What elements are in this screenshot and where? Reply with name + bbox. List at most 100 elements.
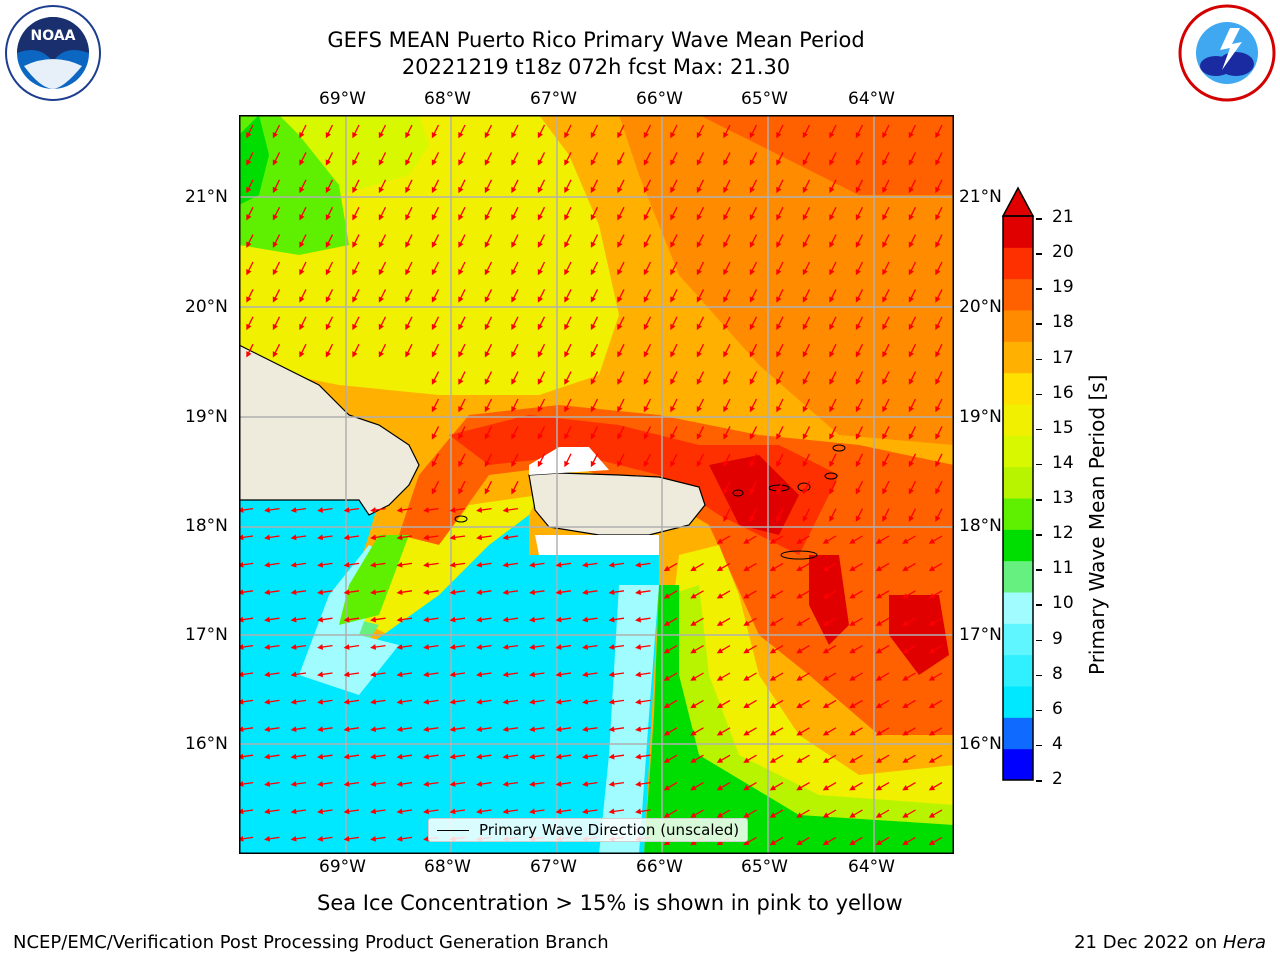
wave-arrow-head <box>405 241 411 248</box>
wave-arrow-head <box>776 515 782 522</box>
wave-arrow-head <box>902 812 909 818</box>
wave-arrow-head <box>484 268 490 276</box>
wave-arrow-head <box>769 730 777 736</box>
wave-arrow-head <box>802 241 808 248</box>
wave-arrow-head <box>431 433 437 440</box>
wave-arrow-head <box>458 214 464 221</box>
colorbar-swatch <box>1003 341 1033 374</box>
wave-arrow-head <box>564 214 570 221</box>
wave-arrow-head <box>431 323 437 331</box>
colorbar-swatch <box>1003 623 1033 656</box>
wave-arrow-head <box>405 296 411 303</box>
wave-arrow-head <box>299 296 305 303</box>
footer-right: 21 Dec 2022 on Hera <box>1074 932 1266 953</box>
wave-arrow-head <box>317 616 324 623</box>
wave-arrow-head <box>769 784 777 791</box>
wave-arrow-head <box>555 781 562 787</box>
colorbar-tick-label: 9 <box>1052 628 1063 649</box>
wave-arrow-head <box>396 808 403 815</box>
wave-arrow-head <box>696 268 702 276</box>
wave-arrow-head <box>511 405 517 413</box>
wave-arrow-head <box>378 186 384 194</box>
wave-arrow-head <box>855 131 861 139</box>
wave-arrow-head <box>928 647 936 654</box>
wave-arrow-head <box>617 159 623 166</box>
wave-arrow-head <box>882 405 888 413</box>
wave-arrow-head <box>246 296 252 303</box>
wave-arrow-head <box>529 753 536 760</box>
wave-arrow-head <box>875 538 883 544</box>
lat-label-left: 19°N <box>185 407 228 427</box>
wave-arrow-head <box>829 323 835 331</box>
wave-arrow-head <box>449 753 456 760</box>
wave-arrow-head <box>829 268 835 276</box>
wave-arrow-head <box>882 351 888 358</box>
wave-arrow-head <box>663 647 671 654</box>
wave-arrow-head <box>822 730 830 736</box>
wave-arrow-head <box>908 351 914 358</box>
wave-arrow-head <box>246 323 252 331</box>
wave-arrow-head <box>484 433 490 440</box>
wave-arrow-head <box>908 488 914 495</box>
wave-arrow-head <box>829 460 835 468</box>
wave-arrow-head <box>822 757 830 763</box>
wave-arrow-head <box>935 378 941 385</box>
wave-arrow-head <box>317 781 324 787</box>
wave-arrow-head <box>769 757 777 763</box>
wave-arrow-head <box>237 808 244 815</box>
wave-arrow-head <box>555 561 562 568</box>
wave-arrow-head <box>484 241 490 248</box>
wave-arrow-head <box>849 757 856 763</box>
colorbar-tick-mark <box>1036 674 1042 677</box>
wave-arrow-head <box>723 214 729 221</box>
wave-arrow-head <box>635 698 642 705</box>
wave-arrow-head <box>299 159 305 166</box>
wave-arrow-head <box>716 812 724 818</box>
wave-arrow-head <box>529 781 536 787</box>
wave-arrow-head <box>608 698 615 705</box>
colorbar-tick-label: 18 <box>1052 312 1074 333</box>
wave-arrow-head <box>822 675 830 681</box>
wave-arrow-head <box>396 753 403 760</box>
wave-arrow-head <box>431 378 437 385</box>
wave-arrow-head <box>849 620 856 626</box>
wave-arrow-head <box>564 351 570 358</box>
wave-arrow-head <box>796 757 803 763</box>
wave-arrow-head <box>617 378 623 385</box>
wave-arrow-head <box>769 647 777 654</box>
svg-text:NOAA: NOAA <box>31 28 76 44</box>
wave-arrow-head <box>829 351 835 358</box>
colorbar-tick-mark <box>1036 534 1042 536</box>
wave-arrow-head <box>317 561 324 568</box>
wave-arrow-head <box>317 726 324 733</box>
lon-label-top: 64°W <box>848 89 895 109</box>
wave-arrow-head <box>696 460 702 468</box>
wave-arrow-head <box>855 268 861 276</box>
wave-arrow-head <box>928 593 936 599</box>
wave-arrow-head <box>476 507 483 513</box>
footer-machine: Hera <box>1222 932 1266 953</box>
wave-arrow-head <box>769 565 777 572</box>
wave-arrow-head <box>690 812 697 818</box>
wave-arrow-head <box>855 241 861 248</box>
wave-arrow-head <box>476 534 483 541</box>
wave-arrow-head <box>743 812 750 818</box>
colorbar-tick-mark <box>1036 569 1042 571</box>
wave-arrow-head <box>696 433 702 440</box>
wave-arrow-head <box>796 839 803 846</box>
wave-arrow-head <box>696 296 702 303</box>
wave-arrow-head <box>696 351 702 358</box>
wave-arrow-head <box>237 835 244 842</box>
wave-arrow-head <box>855 159 861 166</box>
wave-arrow-head <box>882 323 888 331</box>
wave-arrow-head <box>716 675 724 681</box>
lon-label-bottom: 69°W <box>319 857 366 877</box>
wave-arrow-head <box>935 405 941 413</box>
colorbar-swatch <box>1003 310 1033 342</box>
wave-arrow-head <box>690 757 697 763</box>
nws-logo <box>1178 4 1276 102</box>
wave-arrow-head <box>908 296 914 303</box>
wave-arrow-head <box>749 405 755 413</box>
map-grid <box>239 115 954 854</box>
wave-arrow-head <box>590 241 596 248</box>
